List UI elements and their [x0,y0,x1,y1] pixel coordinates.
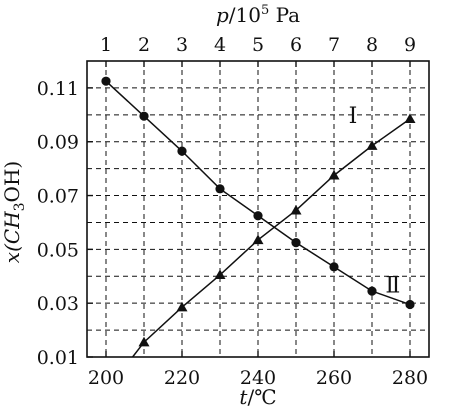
y-axis-title: x(CH3OH) [0,161,28,263]
y-tick-label: 0.09 [37,132,79,154]
bottom-tick-label: 260 [316,367,352,389]
series-2-point [253,211,263,221]
series-2-point [329,262,339,272]
bottom-axis-title: t/℃ [239,385,276,409]
y-axis-ticks: 0.01 0.03 0.05 0.07 0.09 0.11 [37,78,93,369]
top-tick-label: 4 [214,34,226,56]
top-tick-label: 9 [404,34,416,56]
top-tick-label: 8 [366,34,378,56]
series-line-1 [132,118,411,358]
series-2-point [291,238,301,248]
y-axis-sub: 3 [12,202,28,211]
series-1-point [176,301,188,312]
y-axis-prefix: x(CH [0,211,24,263]
series-1-point [214,269,226,280]
bottom-axis-ticks: 200 220 240 260 280 [88,351,428,389]
top-axis-title: p/105 Pa [216,3,300,27]
y-tick-label: 0.11 [37,78,79,100]
series-1-point [138,336,150,347]
y-tick-label: 0.01 [37,347,79,369]
top-tick-label: 1 [100,34,112,56]
bottom-axis-unit: /℃ [247,385,276,409]
top-axis-var: p [216,3,229,27]
series-1-point [328,169,340,180]
bottom-tick-label: 220 [164,367,200,389]
top-axis-ticks: 1 2 3 4 5 6 7 8 9 [100,34,416,67]
series-1-label: Ⅰ [349,104,358,129]
series-1-point [290,204,302,215]
series-2-point [101,76,111,86]
series-2-point [405,299,415,310]
bottom-tick-label: 200 [88,367,124,389]
top-tick-label: 3 [176,34,188,56]
series-2-point [367,286,377,296]
top-axis-exp: 5 [261,3,269,18]
grid-lines [87,61,429,357]
y-tick-label: 0.07 [37,186,79,208]
bottom-tick-label: 280 [392,367,428,389]
series-layer: ⅠⅡ [101,76,416,358]
series-1-point [404,113,416,123]
y-tick-label: 0.05 [37,239,79,261]
bottom-tick-label: 240 [240,367,276,389]
series-1-point [252,234,264,245]
series-2-point [177,146,187,156]
top-tick-label: 5 [252,34,264,56]
bottom-axis-var: t [239,385,248,409]
series-1-point [366,140,378,150]
y-tick-label: 0.03 [37,293,79,315]
top-axis-unit: /10 [229,3,261,27]
top-axis-tail: Pa [269,3,300,27]
top-tick-label: 2 [138,34,150,56]
series-2-label: Ⅱ [385,273,400,298]
top-tick-label: 7 [328,34,340,56]
y-axis-suffix: OH) [0,161,24,203]
top-tick-label: 6 [290,34,302,56]
series-2-point [215,184,225,194]
series-2-point [139,111,149,121]
